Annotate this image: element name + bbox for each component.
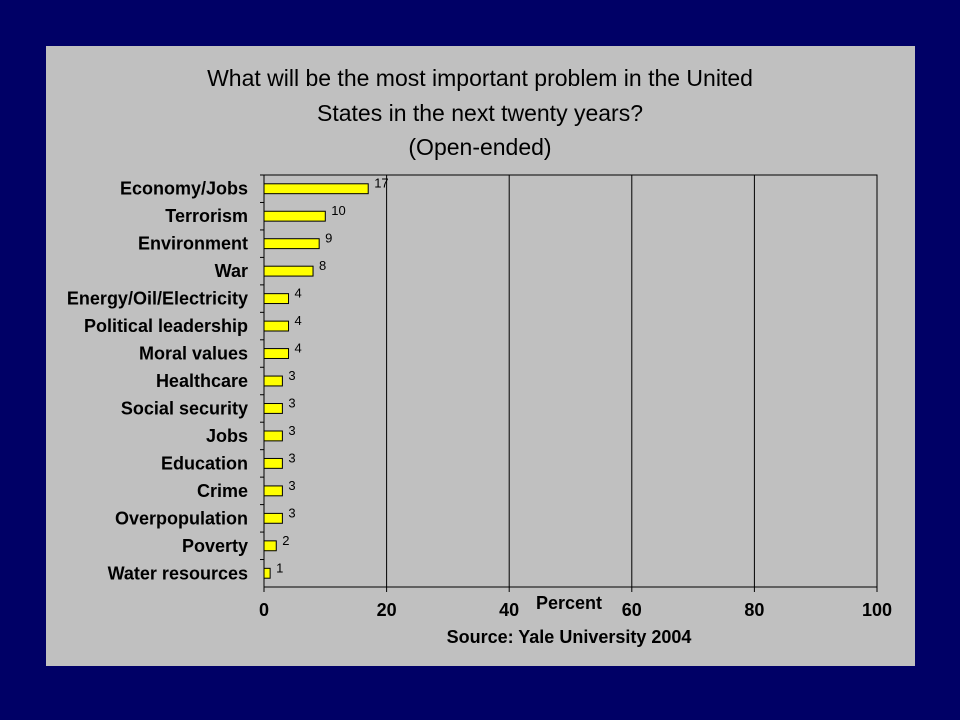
x-tick-label: 40	[499, 600, 519, 620]
gridlines	[260, 174, 878, 592]
data-label: 1	[276, 560, 283, 575]
data-label: 3	[288, 395, 295, 410]
chart-title-line-2: States in the next twenty years?	[317, 100, 643, 126]
bar	[263, 348, 290, 359]
category-label: Economy/Jobs	[120, 179, 248, 199]
data-label: 10	[331, 203, 345, 218]
category-label: Moral values	[139, 344, 248, 364]
category-label: Environment	[138, 234, 248, 254]
category-label: Jobs	[206, 426, 248, 446]
data-label: 17	[374, 176, 388, 191]
bar	[263, 293, 290, 305]
bar	[263, 375, 283, 387]
data-label: 3	[288, 478, 295, 493]
x-axis-title: Percent	[536, 593, 602, 613]
category-label: Overpopulation	[115, 508, 248, 528]
x-tick-label: 80	[744, 600, 764, 620]
bar	[263, 512, 283, 524]
chart-panel: What will be the most important problem …	[46, 46, 915, 666]
chart-title-line-1: What will be the most important problem …	[207, 65, 753, 91]
x-tick-label: 0	[259, 600, 269, 620]
bar	[263, 403, 283, 414]
bar	[263, 210, 326, 222]
data-label: 8	[319, 258, 326, 273]
bar-chart: What will be the most important problem …	[67, 65, 892, 647]
data-label: 9	[325, 231, 332, 246]
category-label: Healthcare	[156, 371, 248, 391]
data-label: 3	[288, 368, 295, 383]
source-note: Source: Yale University 2004	[447, 627, 692, 647]
data-label: 2	[282, 533, 289, 548]
bar	[263, 320, 290, 332]
x-tick-labels: 0 20 40 60 80 100	[259, 600, 892, 620]
x-tick-label: 60	[622, 600, 642, 620]
category-label: Poverty	[182, 536, 248, 556]
data-label: 3	[288, 505, 295, 520]
chart-title-line-3: (Open-ended)	[408, 134, 551, 160]
bar	[263, 430, 283, 442]
category-label: Education	[161, 453, 248, 473]
bar	[263, 183, 369, 195]
data-label: 4	[295, 313, 302, 328]
data-label: 4	[295, 286, 302, 301]
category-label: Social security	[121, 398, 248, 418]
category-label: Water resources	[108, 563, 248, 583]
bar	[263, 457, 283, 469]
bar	[263, 540, 277, 552]
data-label: 3	[288, 423, 295, 438]
category-label: Energy/Oil/Electricity	[67, 289, 248, 309]
data-label: 4	[295, 341, 302, 356]
category-label: Crime	[197, 481, 248, 501]
bar	[263, 238, 320, 250]
category-label: Terrorism	[165, 206, 248, 226]
data-label: 3	[288, 450, 295, 465]
bar	[263, 567, 271, 579]
category-label: Political leadership	[84, 316, 248, 336]
category-label: War	[215, 261, 248, 281]
bar	[263, 485, 283, 497]
x-tick-label: 100	[862, 600, 892, 620]
bar	[263, 265, 314, 277]
category-labels: Economy/Jobs Terrorism Environment War Energ…	[67, 179, 248, 584]
x-tick-label: 20	[377, 600, 397, 620]
plot-area	[263, 174, 878, 588]
